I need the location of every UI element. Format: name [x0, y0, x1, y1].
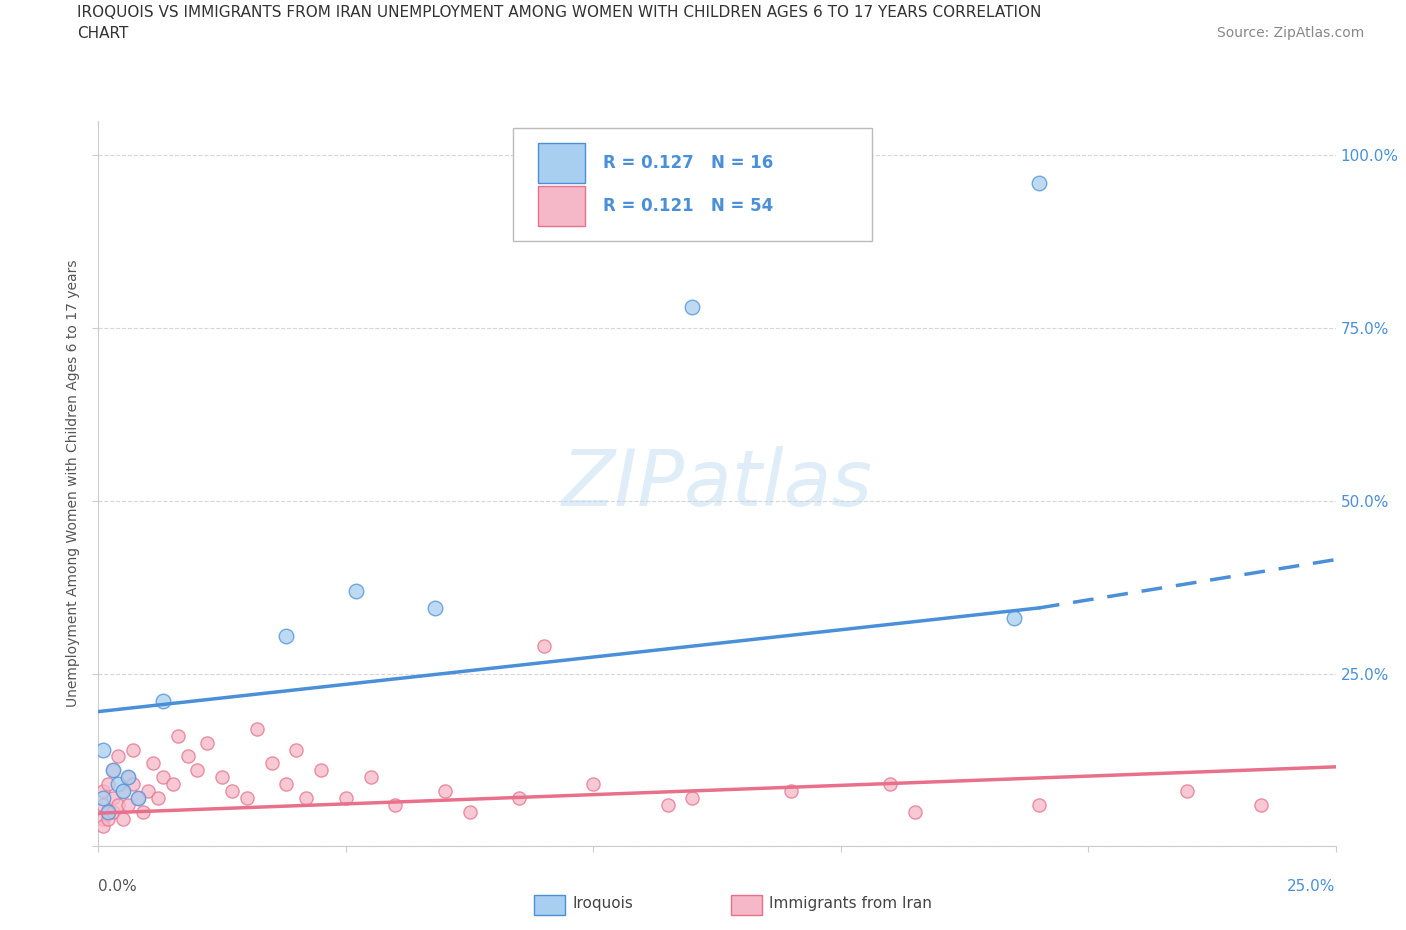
Point: [97, 777, 120, 791]
Point: [780, 784, 803, 799]
Point: [127, 790, 149, 805]
Point: [117, 770, 139, 785]
Point: [93, 797, 115, 812]
Point: [508, 790, 530, 805]
Point: [582, 777, 605, 791]
Point: [533, 639, 555, 654]
Point: [117, 770, 139, 785]
Text: Iroquois: Iroquois: [572, 897, 633, 911]
Point: [103, 804, 125, 819]
Point: [285, 742, 308, 757]
Point: [93, 811, 115, 826]
Point: [112, 784, 135, 799]
Point: [93, 818, 115, 833]
Point: [112, 784, 135, 799]
Text: Immigrants from Iran: Immigrants from Iran: [769, 897, 932, 911]
Point: [107, 749, 129, 764]
Point: [103, 763, 125, 777]
Text: R = 0.127   N = 16: R = 0.127 N = 16: [603, 153, 773, 172]
Point: [152, 770, 174, 785]
Point: [344, 583, 367, 598]
Point: [360, 770, 382, 785]
Point: [458, 804, 481, 819]
FancyBboxPatch shape: [537, 142, 585, 182]
Text: IROQUOIS VS IMMIGRANTS FROM IRAN UNEMPLOYMENT AMONG WOMEN WITH CHILDREN AGES 6 T: IROQUOIS VS IMMIGRANTS FROM IRAN UNEMPLO…: [77, 5, 1042, 20]
Point: [423, 601, 446, 616]
Point: [1028, 176, 1050, 191]
Point: [127, 790, 149, 805]
Point: [146, 790, 169, 805]
Point: [904, 804, 927, 819]
Point: [93, 784, 115, 799]
Point: [136, 784, 159, 799]
Point: [1250, 797, 1272, 812]
Point: [166, 728, 188, 743]
Point: [384, 797, 406, 812]
Point: [103, 790, 125, 805]
Point: [260, 756, 283, 771]
Text: ZIPatlas: ZIPatlas: [561, 445, 873, 522]
Point: [112, 811, 135, 826]
Point: [195, 736, 218, 751]
Point: [1002, 611, 1025, 626]
Point: [132, 804, 155, 819]
Text: 25.0%: 25.0%: [1288, 879, 1336, 894]
Y-axis label: Unemployment Among Women with Children Ages 6 to 17 years: Unemployment Among Women with Children A…: [66, 259, 80, 708]
Point: [1175, 784, 1198, 799]
Point: [295, 790, 318, 805]
Text: Source: ZipAtlas.com: Source: ZipAtlas.com: [1216, 26, 1364, 40]
Point: [152, 694, 174, 709]
FancyBboxPatch shape: [513, 128, 872, 241]
Point: [142, 756, 165, 771]
Point: [122, 742, 145, 757]
Point: [236, 790, 259, 805]
Point: [221, 784, 243, 799]
Point: [176, 749, 198, 764]
Point: [97, 804, 120, 819]
Point: [681, 300, 703, 315]
Point: [1028, 797, 1050, 812]
Text: CHART: CHART: [77, 26, 129, 41]
Point: [93, 742, 115, 757]
Text: R = 0.121   N = 54: R = 0.121 N = 54: [603, 197, 773, 215]
Point: [186, 763, 208, 777]
Point: [433, 784, 456, 799]
Point: [657, 797, 679, 812]
Point: [162, 777, 184, 791]
Point: [681, 790, 703, 805]
Point: [103, 763, 125, 777]
Point: [117, 797, 139, 812]
Point: [107, 777, 129, 791]
FancyBboxPatch shape: [537, 186, 585, 226]
Point: [97, 811, 120, 826]
Point: [246, 722, 269, 737]
Point: [122, 777, 145, 791]
Point: [335, 790, 357, 805]
Point: [309, 763, 332, 777]
Point: [276, 777, 298, 791]
Point: [276, 628, 298, 643]
Point: [211, 770, 233, 785]
Point: [97, 804, 120, 819]
Point: [93, 790, 115, 805]
Text: 0.0%: 0.0%: [98, 879, 138, 894]
Point: [879, 777, 901, 791]
Point: [107, 797, 129, 812]
